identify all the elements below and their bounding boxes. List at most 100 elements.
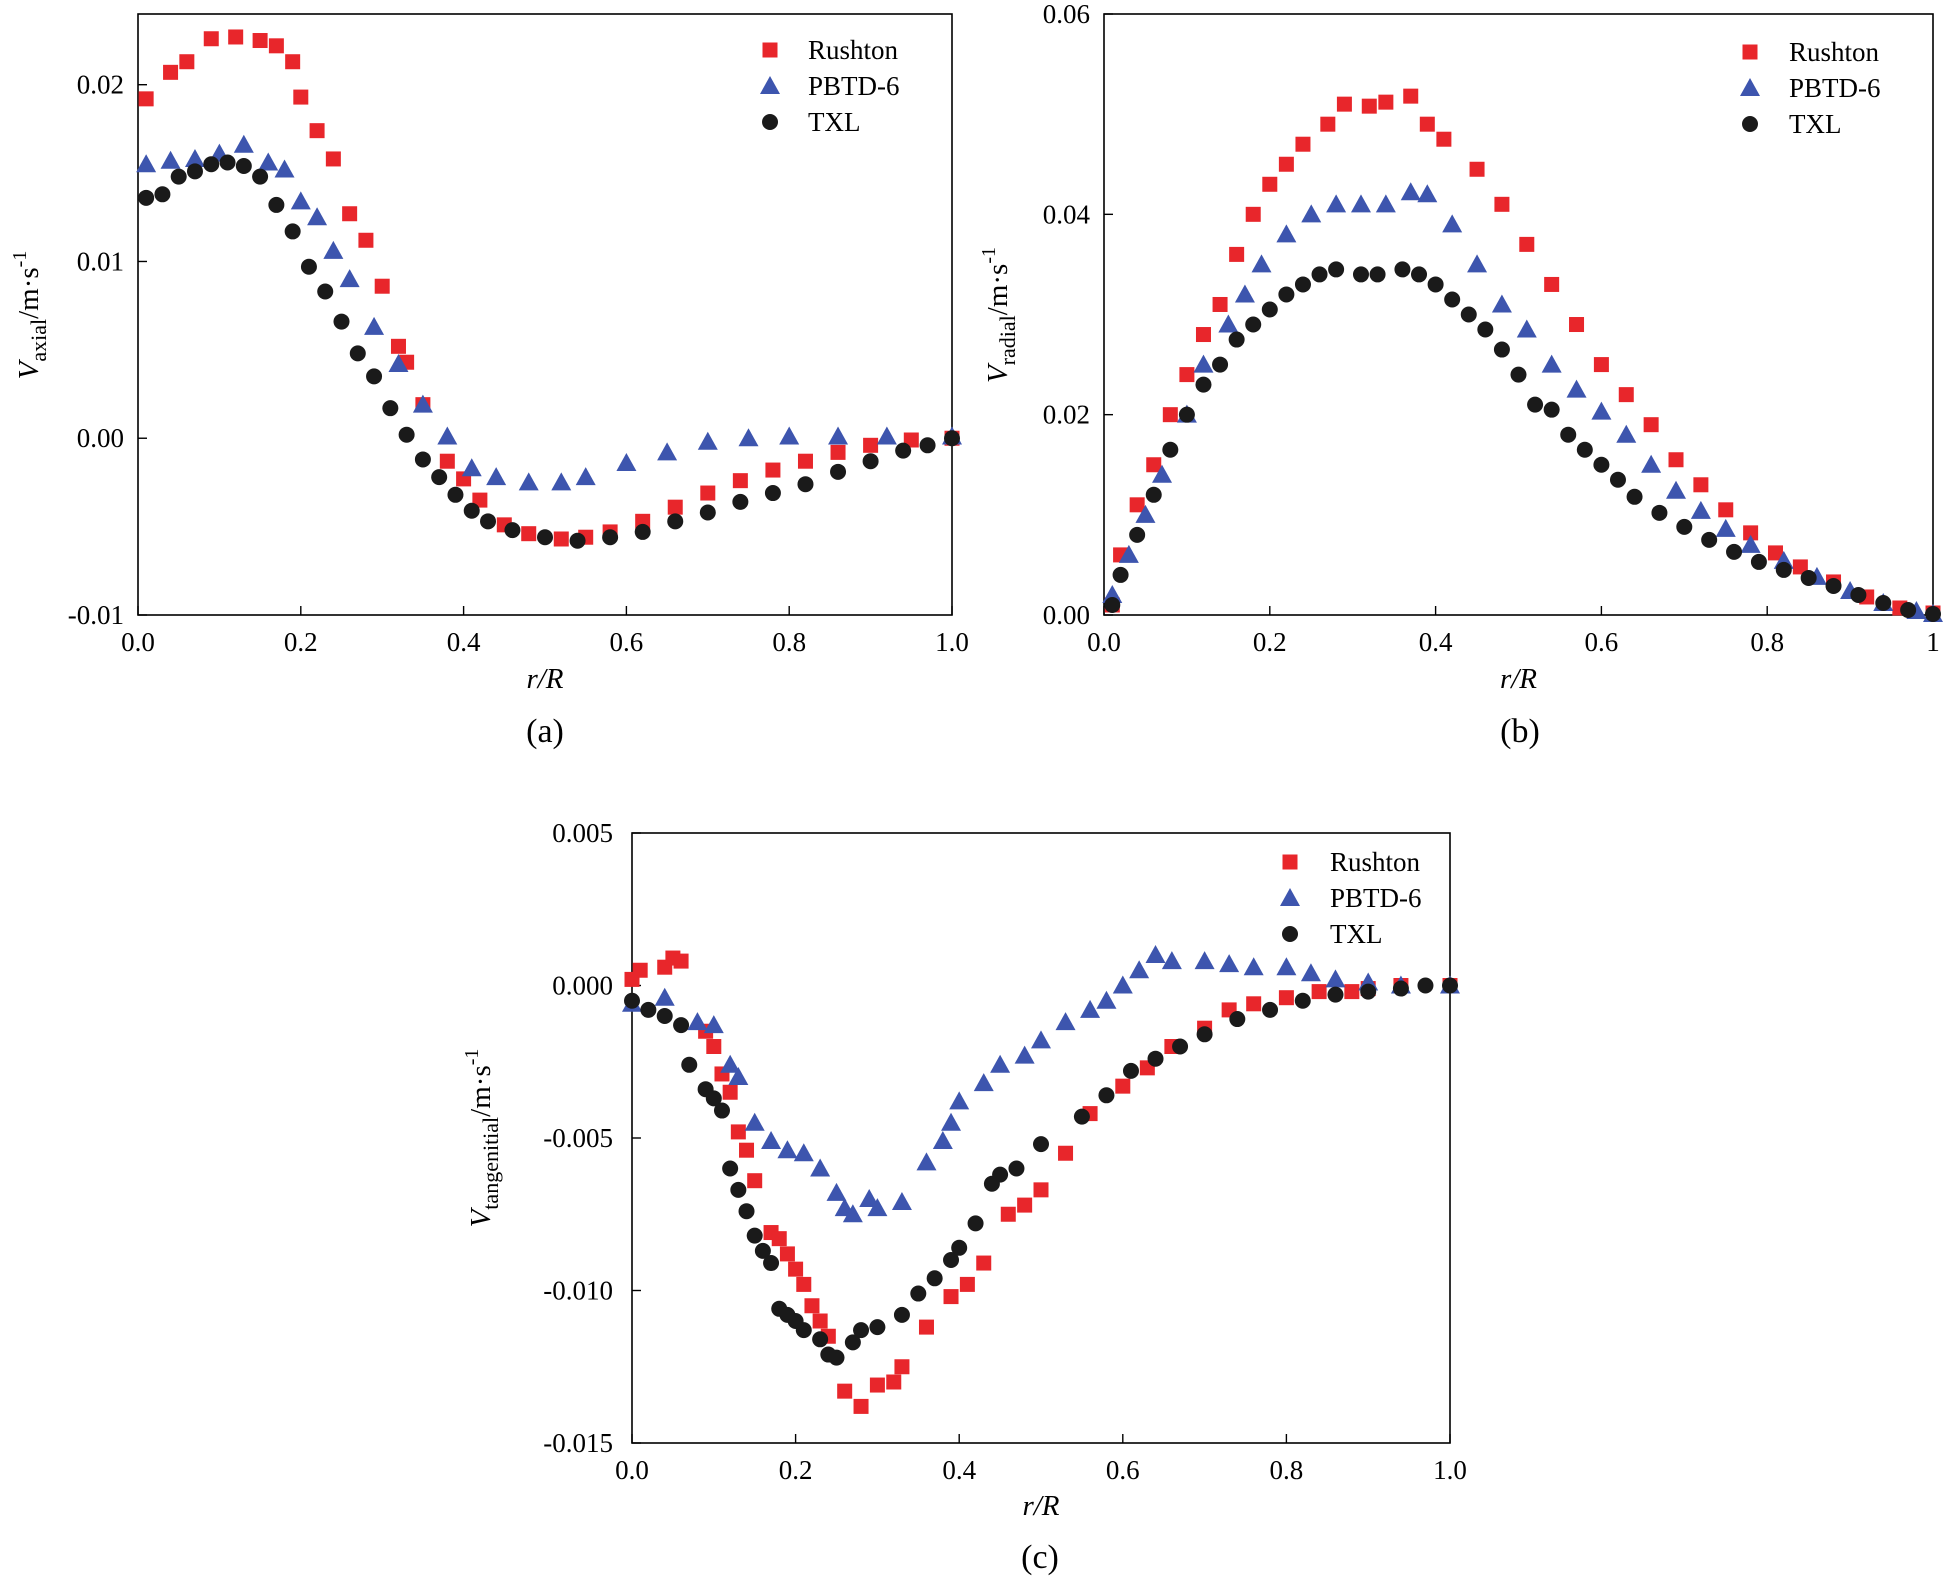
data-point-txl bbox=[910, 1285, 927, 1302]
data-point-rushton bbox=[358, 232, 374, 248]
data-point-rushton bbox=[1017, 1197, 1033, 1213]
legend-marker bbox=[1282, 926, 1298, 942]
data-point-rushton bbox=[779, 1246, 795, 1262]
data-point-txl bbox=[1510, 366, 1527, 383]
data-point-rushton bbox=[1033, 1182, 1049, 1198]
data-point-txl bbox=[862, 453, 879, 470]
legend-label: Rushton bbox=[1789, 37, 1880, 67]
data-point-rushton bbox=[1245, 206, 1261, 222]
data-point-rushton bbox=[1179, 367, 1195, 383]
legend-marker bbox=[1282, 854, 1298, 870]
x-axis-title: r/R bbox=[526, 663, 563, 695]
data-point-rushton bbox=[1295, 136, 1311, 152]
data-point-txl bbox=[1527, 396, 1544, 413]
data-point-txl bbox=[1900, 601, 1917, 618]
data-point-rushton bbox=[1693, 477, 1709, 493]
data-point-txl bbox=[1477, 321, 1494, 338]
data-point-rushton bbox=[1278, 990, 1294, 1006]
data-point-rushton bbox=[1146, 457, 1162, 473]
panel-caption: (c) bbox=[1021, 1539, 1059, 1576]
data-point-pbtd-6 bbox=[616, 452, 637, 471]
data-point-pbtd-6 bbox=[1491, 294, 1512, 313]
data-point-txl bbox=[828, 1349, 845, 1366]
data-point-rushton bbox=[918, 1319, 934, 1335]
data-point-pbtd-6 bbox=[777, 1140, 798, 1159]
data-point-txl bbox=[1493, 341, 1510, 358]
data-point-pbtd-6 bbox=[1301, 204, 1322, 223]
data-point-pbtd-6 bbox=[654, 987, 675, 1006]
y-tick-label: 0.000 bbox=[552, 971, 613, 1001]
data-point-pbtd-6 bbox=[1219, 954, 1240, 973]
data-point-pbtd-6 bbox=[657, 442, 678, 461]
data-point-txl bbox=[1850, 586, 1867, 603]
data-point-pbtd-6 bbox=[1276, 224, 1297, 243]
x-tick-label: 0.2 bbox=[779, 1455, 813, 1485]
data-point-pbtd-6 bbox=[949, 1091, 970, 1110]
data-point-txl bbox=[673, 1017, 690, 1034]
x-tick-label: 1.0 bbox=[935, 627, 969, 657]
data-point-rushton bbox=[163, 64, 179, 80]
data-point-txl bbox=[1172, 1038, 1189, 1055]
data-point-pbtd-6 bbox=[1325, 969, 1346, 988]
data-point-rushton bbox=[553, 531, 569, 547]
data-point-txl bbox=[764, 485, 781, 502]
legend-label: PBTD-6 bbox=[808, 71, 900, 101]
legend-marker bbox=[1740, 78, 1760, 96]
data-point-pbtd-6 bbox=[1616, 424, 1637, 443]
data-point-rushton bbox=[203, 31, 219, 47]
x-tick-label: 0.4 bbox=[447, 627, 481, 657]
data-point-pbtd-6 bbox=[1031, 1030, 1051, 1049]
data-point-rushton bbox=[730, 1124, 746, 1140]
data-point-txl bbox=[853, 1322, 870, 1339]
data-point-txl bbox=[1104, 596, 1121, 613]
data-point-pbtd-6 bbox=[941, 1112, 962, 1131]
y-tick-label: -0.01 bbox=[68, 600, 124, 630]
data-point-rushton bbox=[788, 1261, 804, 1277]
data-point-pbtd-6 bbox=[1541, 354, 1562, 373]
data-point-txl bbox=[333, 313, 350, 330]
data-point-txl bbox=[763, 1255, 780, 1272]
x-tick-label: 1 bbox=[1926, 627, 1940, 657]
data-point-rushton bbox=[342, 206, 358, 222]
data-point-pbtd-6 bbox=[1234, 284, 1255, 303]
data-point-txl bbox=[1112, 566, 1129, 583]
legend-marker bbox=[762, 42, 778, 58]
legend: Rushton PBTD-6 TXL bbox=[760, 35, 900, 137]
data-point-pbtd-6 bbox=[575, 467, 596, 486]
data-point-pbtd-6 bbox=[551, 472, 572, 491]
data-point-txl bbox=[463, 502, 480, 519]
data-point-txl bbox=[1676, 518, 1693, 535]
data-point-rushton bbox=[894, 1359, 910, 1375]
x-tick-label: 0.6 bbox=[1585, 627, 1619, 657]
data-point-rushton bbox=[796, 1276, 812, 1292]
data-point-pbtd-6 bbox=[1666, 480, 1687, 499]
data-point-rushton bbox=[1336, 96, 1352, 112]
data-point-rushton bbox=[1792, 559, 1808, 575]
data-point-txl bbox=[713, 1102, 730, 1119]
data-point-txl bbox=[1726, 543, 1743, 560]
data-point-rushton bbox=[1129, 497, 1145, 513]
x-tick-label: 0.0 bbox=[1087, 627, 1121, 657]
data-point-pbtd-6 bbox=[184, 148, 205, 167]
data-point-txl bbox=[699, 504, 716, 521]
data-point-txl bbox=[1008, 1160, 1025, 1177]
data-point-pbtd-6 bbox=[867, 1198, 888, 1217]
data-point-pbtd-6 bbox=[826, 1182, 847, 1201]
data-point-txl bbox=[1294, 992, 1311, 1009]
data-point-txl bbox=[366, 368, 383, 385]
data-points bbox=[1102, 88, 1943, 622]
data-point-rushton bbox=[1262, 176, 1278, 192]
data-point-rushton bbox=[830, 444, 846, 460]
data-point-pbtd-6 bbox=[1135, 504, 1156, 523]
data-point-pbtd-6 bbox=[687, 1012, 708, 1031]
data-point-pbtd-6 bbox=[307, 207, 328, 226]
data-point-txl bbox=[1750, 553, 1767, 570]
data-point-txl bbox=[656, 1008, 673, 1024]
x-tick-label: 0.2 bbox=[1253, 627, 1287, 657]
data-point-rushton bbox=[1618, 387, 1634, 403]
legend: Rushton PBTD-6 TXL bbox=[1740, 37, 1881, 139]
data-point-txl bbox=[1800, 569, 1817, 586]
data-point-rushton bbox=[1000, 1206, 1016, 1222]
data-point-txl bbox=[640, 1001, 657, 1018]
data-point-rushton bbox=[1229, 246, 1245, 262]
